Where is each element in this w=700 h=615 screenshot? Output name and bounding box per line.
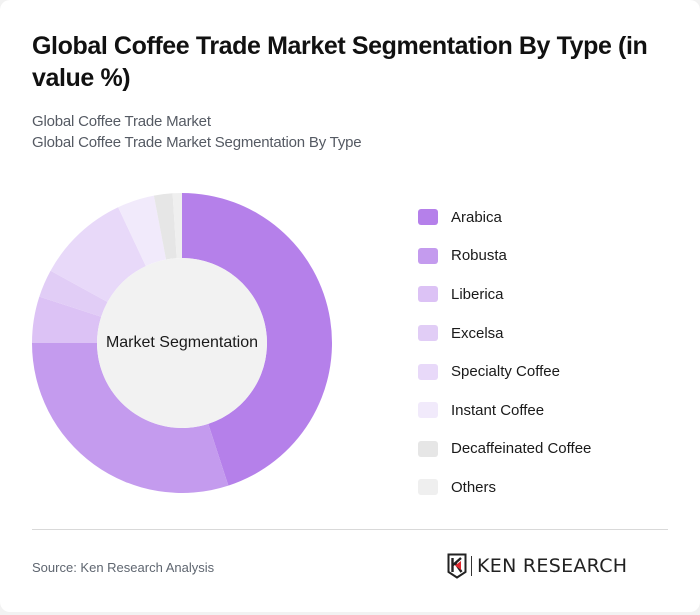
chart-legend: Arabica Robusta Liberica Excelsa Specialty C… — [418, 198, 591, 507]
donut-segment-others[interactable] — [172, 193, 182, 259]
legend-item-others[interactable]: Others — [418, 468, 591, 507]
legend-swatch — [418, 440, 438, 457]
chart-subtitle-segmentation: Global Coffee Trade Market Segmentation … — [32, 134, 362, 151]
legend-label: Robusta — [451, 247, 507, 265]
legend-swatch — [418, 363, 438, 380]
donut-segment-specialty-coffee[interactable] — [50, 207, 146, 303]
footer-divider — [32, 529, 668, 530]
ken-research-k-shield-icon — [447, 553, 467, 579]
ken-research-logo: KEN RESEARCH — [447, 553, 627, 579]
legend-swatch — [418, 286, 438, 303]
legend-swatch — [418, 402, 438, 419]
legend-swatch — [418, 325, 438, 342]
donut-chart-svg — [32, 193, 332, 493]
donut-segment-arabica[interactable] — [182, 193, 332, 486]
donut-segment-robusta[interactable] — [32, 343, 229, 493]
legend-label: Specialty Coffee — [451, 363, 560, 381]
legend-item-excelsa[interactable]: Excelsa — [418, 314, 591, 353]
source-note: Source: Ken Research Analysis — [32, 560, 215, 575]
legend-label: Arabica — [451, 208, 502, 226]
legend-label: Others — [451, 478, 497, 496]
donut-segment-excelsa[interactable] — [39, 270, 108, 317]
logo-wordmark: KEN RESEARCH — [477, 555, 628, 577]
legend-swatch — [418, 209, 438, 226]
legend-item-liberica[interactable]: Liberica — [418, 275, 591, 314]
legend-label: Instant Coffee — [451, 401, 545, 419]
legend-item-specialty-coffee[interactable]: Specialty Coffee — [418, 352, 591, 391]
donut-chart: Market Segmentation — [32, 193, 332, 493]
legend-label: Liberica — [451, 285, 504, 303]
logo-separator — [471, 556, 472, 576]
legend-item-robusta[interactable]: Robusta — [418, 237, 591, 276]
legend-label: Excelsa — [451, 324, 504, 342]
donut-segment-decaffeinated-coffee[interactable] — [153, 193, 177, 260]
chart-subtitle-market: Global Coffee Trade Market — [32, 113, 211, 130]
donut-hole — [97, 258, 267, 428]
donut-segment-liberica[interactable] — [32, 296, 102, 343]
chart-title: Global Coffee Trade Market Segmentation … — [32, 32, 648, 92]
legend-item-arabica[interactable]: Arabica — [418, 198, 591, 237]
legend-item-decaffeinated-coffee[interactable]: Decaffeinated Coffee — [418, 430, 591, 469]
legend-swatch — [418, 479, 438, 496]
donut-segment-instant-coffee[interactable] — [118, 195, 167, 267]
legend-swatch — [418, 247, 438, 264]
legend-item-instant-coffee[interactable]: Instant Coffee — [418, 391, 591, 430]
legend-label: Decaffeinated Coffee — [451, 440, 592, 458]
